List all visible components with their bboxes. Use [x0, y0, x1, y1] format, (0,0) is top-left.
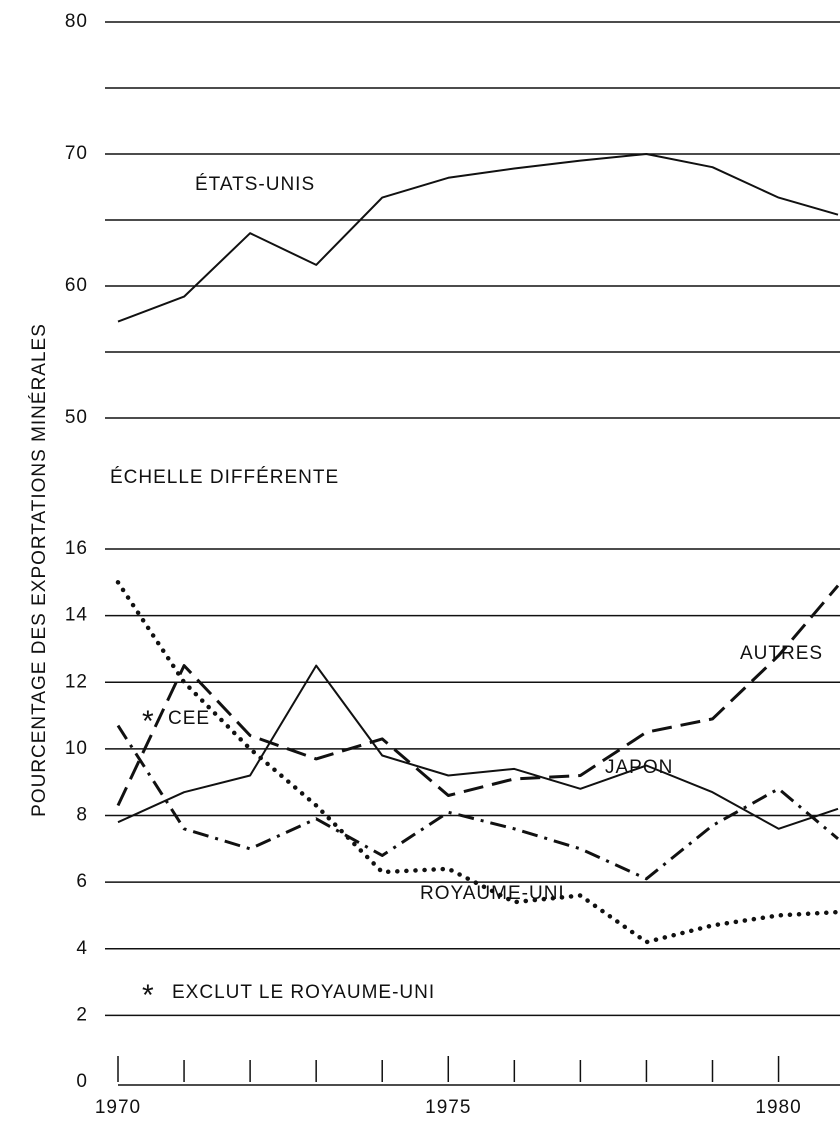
series-label: ÉTATS-UNIS: [195, 174, 315, 195]
series-line: [117, 153, 839, 323]
series-line: [116, 724, 839, 881]
x-tick-label: 1970: [95, 1097, 141, 1118]
series-label: JAPON: [605, 757, 673, 778]
y-tick-label: 60: [65, 275, 88, 296]
x-tick-label: 1975: [425, 1097, 471, 1118]
y-tick-label: 14: [65, 605, 88, 626]
y-axis-label: POURCENTAGE DES EXPORTATIONS MINÉRALES: [29, 323, 50, 817]
y-tick-label: 70: [65, 143, 88, 164]
series-line: [115, 580, 840, 945]
series-line: [116, 584, 840, 807]
y-tick-label: 6: [76, 871, 88, 892]
note-marker: *: [142, 705, 155, 738]
y-tick-label: 16: [65, 538, 88, 559]
annotation: ÉCHELLE DIFFÉRENTE: [110, 467, 339, 488]
y-tick-label: 4: [76, 938, 88, 959]
series-label: ROYAUME-UNI: [420, 883, 565, 904]
note: EXCLUT LE ROYAUME-UNI: [172, 982, 435, 1003]
series-line: [117, 664, 839, 830]
y-tick-label: 12: [65, 671, 88, 692]
x-tick-label: 1980: [755, 1097, 801, 1118]
note-marker: *: [142, 979, 155, 1012]
y-tick-label: 8: [76, 805, 88, 826]
y-tick-label: 0: [76, 1071, 88, 1092]
y-tick-label: 10: [65, 738, 88, 759]
y-tick-label: 80: [65, 11, 88, 32]
y-tick-label: 50: [65, 407, 88, 428]
series-label: AUTRES: [740, 643, 823, 664]
series-label: CEE: [168, 708, 210, 729]
y-tick-label: 2: [76, 1004, 88, 1025]
